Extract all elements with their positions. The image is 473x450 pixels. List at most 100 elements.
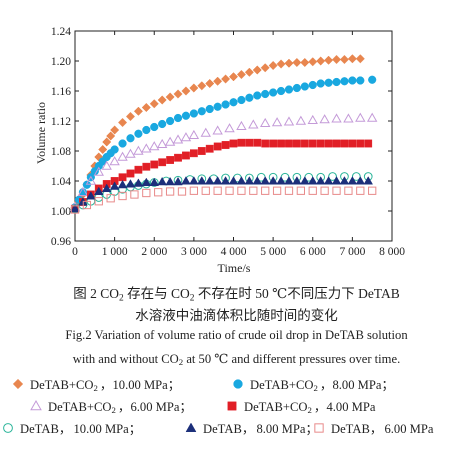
data-point <box>292 57 302 68</box>
data-point <box>149 177 160 187</box>
x-tick-label: 5 000 <box>260 246 286 258</box>
data-point <box>156 138 168 149</box>
data-point <box>236 69 246 80</box>
data-point <box>343 113 354 123</box>
legend-marker-shape <box>314 422 324 433</box>
data-point <box>307 176 318 185</box>
data-point <box>340 77 349 86</box>
data-point <box>332 139 341 148</box>
data-point <box>181 86 191 96</box>
data-point <box>213 76 223 86</box>
data-point <box>221 100 230 109</box>
data-point <box>181 111 191 120</box>
data-point <box>363 176 373 185</box>
data-point <box>109 181 120 190</box>
data-point <box>236 176 247 185</box>
data-point <box>149 99 159 109</box>
data-point <box>368 75 377 84</box>
data-points <box>69 54 378 214</box>
data-point <box>189 176 199 185</box>
data-point <box>118 139 127 148</box>
data-point <box>172 134 184 144</box>
data-point <box>86 191 96 200</box>
y-tick-label: 1.12 <box>51 116 71 128</box>
data-point <box>284 58 294 68</box>
data-point <box>98 144 108 155</box>
data-point <box>284 186 294 195</box>
data-point <box>340 139 349 148</box>
data-point <box>225 186 234 195</box>
data-point <box>93 166 104 176</box>
data-point <box>244 176 255 185</box>
legend-marker <box>227 401 237 410</box>
data-point <box>332 77 341 87</box>
data-point <box>339 176 350 185</box>
data-point <box>82 200 92 210</box>
data-point <box>106 131 116 141</box>
data-point <box>173 113 183 123</box>
data-point <box>331 176 342 185</box>
data-point <box>293 139 301 148</box>
data-point <box>348 76 357 85</box>
data-point <box>197 147 206 155</box>
legend-marker <box>3 422 13 433</box>
legend-marker <box>185 422 197 432</box>
data-point <box>118 191 127 201</box>
x-tick-label: 6 000 <box>300 246 326 258</box>
data-point <box>213 186 222 195</box>
caption-english-line-1: Fig.2 Variation of volume ratio of crude… <box>65 328 408 342</box>
data-point <box>221 74 231 84</box>
legend-label: DeTAB+CO2 ，8.00 MPa； <box>250 378 395 394</box>
data-point <box>188 129 200 140</box>
data-point <box>248 119 259 129</box>
data-point <box>173 89 183 99</box>
data-point <box>142 125 151 135</box>
data-point <box>133 106 143 116</box>
data-point <box>94 197 103 206</box>
data-point <box>77 186 89 197</box>
data-point <box>347 176 358 185</box>
data-point <box>189 83 199 93</box>
y-tick-label: 0.96 <box>51 236 71 248</box>
data-point <box>308 139 317 148</box>
y-tick-label: 1.04 <box>51 176 71 188</box>
data-point <box>285 139 293 148</box>
data-point <box>142 162 151 171</box>
data-point <box>141 102 151 113</box>
data-point <box>268 60 278 71</box>
data-point <box>261 139 270 148</box>
y-tick-label: 1.00 <box>51 206 71 218</box>
data-point <box>181 176 191 185</box>
data-point <box>125 111 136 122</box>
data-point <box>101 160 112 170</box>
data-point <box>355 176 366 185</box>
data-point <box>212 125 223 135</box>
data-point <box>269 139 278 148</box>
scatter-chart: 0 1 000 2 000 3 000 4 000 5 000 6 000 7 000 8 00… <box>34 26 405 275</box>
x-tick-label: 8 000 <box>379 246 405 258</box>
caption-chinese-line-1: 图 2 CO2 存在与 CO2 不存在时 50 ℃不同压力下 DeTAB <box>73 286 400 304</box>
axes: 0 1 000 2 000 3 000 4 000 5 000 6 000 7 000 8 00… <box>51 26 405 258</box>
data-point <box>197 81 207 91</box>
legend-label: DeTAB， 6.00 MPa <box>331 422 434 436</box>
legend-marker-shape <box>30 399 42 410</box>
data-point <box>142 188 151 198</box>
data-point <box>347 54 357 64</box>
data-point <box>109 156 120 166</box>
caption-chinese-line-2: 水溶液中油滴体积比随时间的变化 <box>135 308 338 323</box>
data-point <box>126 134 135 143</box>
data-point <box>229 98 238 107</box>
data-point <box>126 169 135 178</box>
data-point <box>101 183 112 193</box>
data-point <box>356 139 365 148</box>
data-point <box>177 187 187 196</box>
data-point <box>229 139 238 148</box>
data-point <box>189 186 199 195</box>
data-point <box>70 203 80 213</box>
data-point <box>368 186 377 195</box>
data-point <box>94 186 104 196</box>
series-7 <box>70 186 377 214</box>
data-point <box>292 83 301 93</box>
data-point <box>117 151 128 161</box>
data-point <box>228 176 239 185</box>
